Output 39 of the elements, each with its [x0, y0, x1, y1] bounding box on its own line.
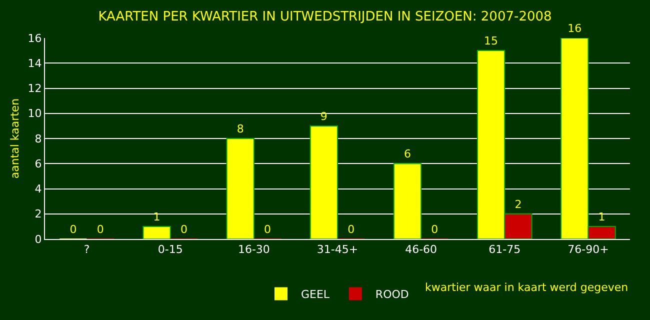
legend-label: GEEL — [301, 288, 330, 301]
y-axis-title: aantal kaarten — [8, 98, 22, 179]
data-label: 1 — [153, 210, 160, 224]
x-tick-label: 46-60 — [405, 243, 438, 256]
y-tick-label: 6 — [34, 157, 42, 170]
data-label: 0 — [70, 223, 77, 236]
y-tick-label: 0 — [34, 232, 42, 246]
data-label: 6 — [404, 148, 411, 161]
x-tick-label: 0-15 — [158, 243, 183, 256]
data-label: 0 — [180, 223, 188, 236]
data-label: 9 — [320, 110, 328, 123]
data-label: 2 — [514, 198, 522, 211]
x-tick-label: 76-90+ — [568, 243, 609, 256]
data-label: 1 — [598, 210, 606, 224]
y-tick-label: 16 — [28, 32, 42, 45]
data-label: 0 — [348, 223, 355, 236]
data-label: 16 — [568, 22, 582, 35]
y-tick-label: 8 — [34, 132, 42, 146]
y-tick-label: 2 — [34, 208, 42, 221]
x-tick-label: 61-75 — [488, 243, 521, 256]
x-tick-label: 31-45+ — [316, 243, 358, 256]
y-tick-label: 10 — [28, 107, 42, 120]
legend-label: ROOD — [375, 288, 409, 301]
y-tick-label: 14 — [28, 56, 42, 70]
data-label: 0 — [264, 223, 272, 236]
bar — [393, 163, 422, 239]
bar — [226, 138, 254, 239]
data-label: 8 — [236, 122, 244, 136]
x-tick-label: ? — [84, 243, 90, 256]
chart-title: KAARTEN PER KWARTIER IN UITWEDSTRIJDEN IN SEIZOEN: 2007-2008 — [98, 9, 552, 24]
data-label: 0 — [96, 223, 104, 236]
bar — [142, 226, 171, 239]
y-tick-label: 12 — [28, 82, 42, 96]
x-tick-label: 16-30 — [238, 243, 270, 256]
data-label: 15 — [484, 34, 498, 48]
x-axis-title: kwartier waar in kaart werd gegeven — [425, 281, 628, 294]
bar — [310, 125, 338, 239]
y-tick-label: 4 — [34, 182, 42, 196]
data-label: 0 — [431, 223, 438, 236]
